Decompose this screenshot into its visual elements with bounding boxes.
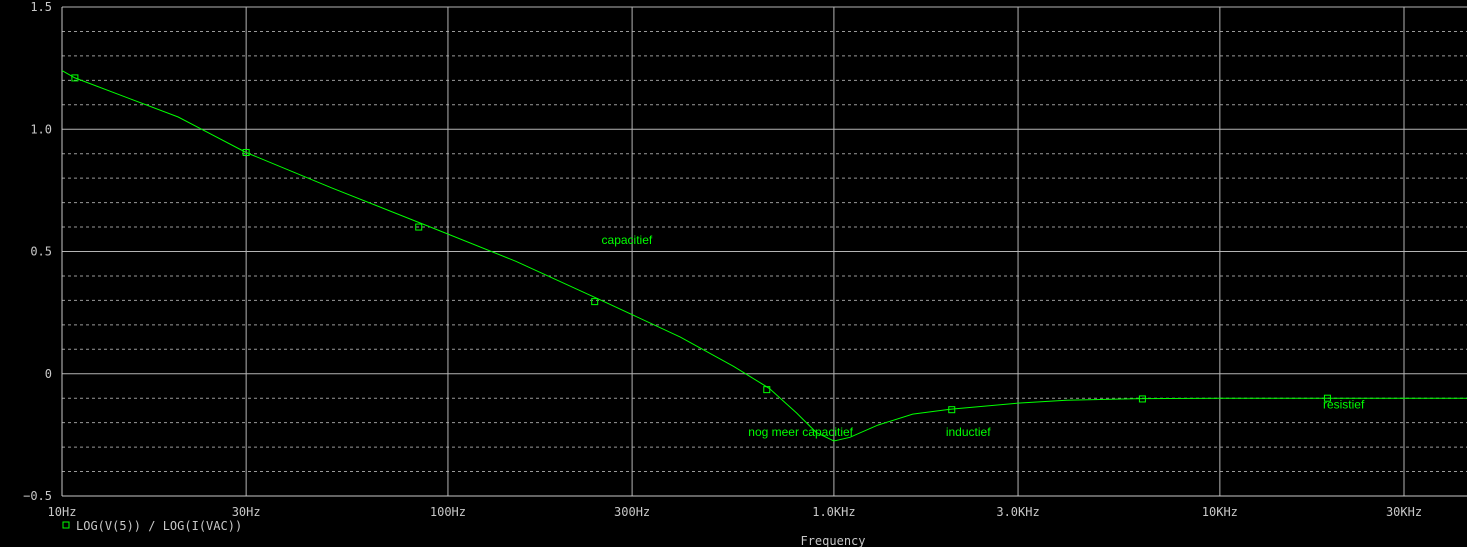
chart-annotation: nog meer capacitief	[748, 425, 853, 439]
series	[61, 70, 1467, 442]
legend-label: LOG(V(5)) / LOG(I(VAC))	[76, 519, 242, 533]
y-tick-label: 1.5	[30, 0, 52, 14]
chart-annotation: resistief	[1323, 398, 1365, 412]
series-marker	[591, 298, 599, 306]
annotations: capacitief nog meer capacitief inductief re…	[602, 233, 1365, 439]
y-tick-label: 0.5	[30, 245, 52, 259]
y-tick-label: 1.0	[30, 122, 52, 136]
legend: LOG(V(5)) / LOG(I(VAC))	[62, 519, 242, 533]
chart-annotation: capacitief	[602, 233, 653, 247]
series-line	[61, 70, 1467, 442]
series-marker	[1323, 394, 1331, 402]
x-tick-label: 1.0KHz	[812, 505, 855, 519]
x-tick-label: 3.0KHz	[996, 505, 1039, 519]
grid	[61, 6, 1467, 497]
x-axis-title: Frequency	[800, 534, 865, 547]
x-tick-label: 10KHz	[1202, 505, 1238, 519]
series-marker	[71, 74, 79, 82]
x-tick-label: 30KHz	[1386, 505, 1422, 519]
y-tick-label: 0	[45, 367, 52, 381]
series-marker	[415, 223, 423, 231]
y-tick-label: −0.5	[23, 489, 52, 503]
series-marker	[242, 148, 250, 156]
series-marker	[763, 386, 771, 394]
chart-annotation: inductief	[946, 425, 991, 439]
axes: 1.5 1.0 0.5 0 −0.5 10Hz 30Hz 100Hz 300Hz 1.0KHz 3.…	[23, 0, 1467, 519]
x-tick-label: 10Hz	[48, 505, 77, 519]
x-tick-label: 100Hz	[430, 505, 466, 519]
x-tick-label: 30Hz	[232, 505, 261, 519]
x-tick-label: 300Hz	[614, 505, 650, 519]
legend-marker-icon	[62, 521, 70, 529]
series-marker	[948, 406, 956, 414]
series-marker	[1138, 395, 1146, 403]
